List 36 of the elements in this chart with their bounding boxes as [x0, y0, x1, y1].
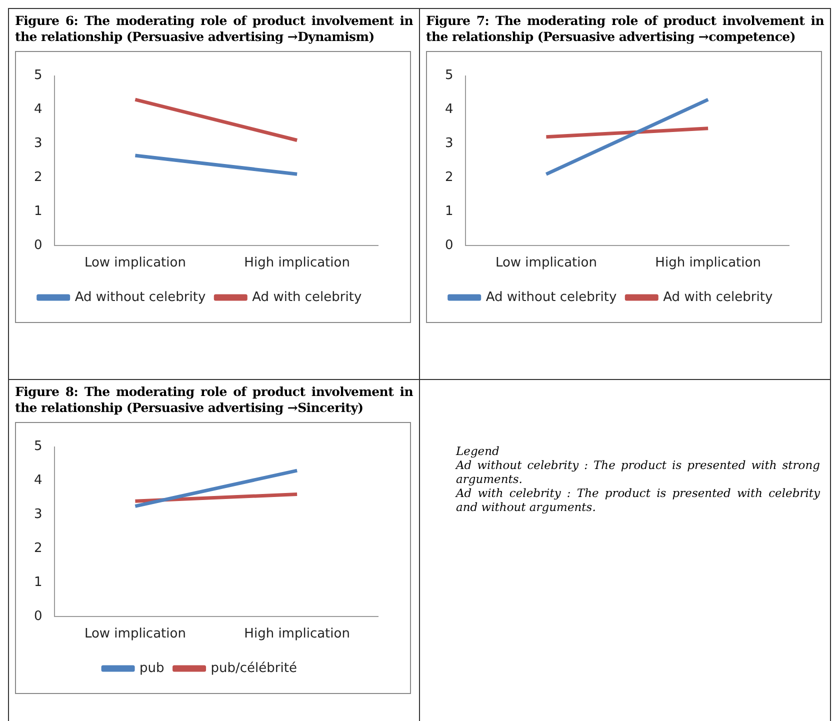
y-tick-label: 5 [444, 68, 454, 84]
text: Legend [456, 444, 500, 458]
y-tick-label: 4 [34, 102, 42, 118]
y-tick-label: 5 [34, 68, 42, 84]
y-tick-label: 4 [34, 473, 42, 488]
y-tick-label: 0 [34, 238, 42, 253]
text: Ad without celebrity : The product is presented with strong arguments. [456, 458, 820, 486]
chart-title: Figure 7: The moderating role of product involvement in the relationship (Persuasive advertising →competence) [426, 13, 824, 45]
y-tick-label: 1 [34, 204, 42, 219]
chart-title: Figure 8: The moderating role of product involvement in the relationship (Persuasive advertising →Sincerity) [15, 384, 413, 416]
y-tick-label: 0 [34, 608, 42, 624]
legend-label: Ad with celebrity [663, 290, 773, 305]
y-tick-label: 2 [444, 170, 454, 185]
x-tick-label: High implication [244, 626, 350, 642]
x-tick-label: Low implication [495, 256, 597, 271]
legend-label: pub/célébrité [210, 660, 297, 676]
text: Ad with celebrity : The product is presented with celebrity and without arguments. [456, 486, 820, 514]
y-tick-label: 3 [444, 136, 454, 152]
x-tick-label: High implication [655, 256, 761, 271]
chart-title: Figure 6: The moderating role of product involvement in the relationship (Persuasive advertising →Dynamism) [15, 13, 413, 45]
x-tick-label: High implication [244, 256, 350, 271]
y-tick-label: 5 [34, 439, 42, 454]
x-tick-label: Low implication [84, 626, 186, 642]
legend-label: pub [140, 660, 164, 676]
x-tick-label: Low implication [84, 256, 186, 271]
y-tick-label: 0 [444, 238, 454, 253]
legend-label: Ad with celebrity [252, 290, 362, 305]
y-tick-label: 3 [34, 507, 42, 522]
y-tick-label: 2 [34, 540, 42, 556]
y-tick-label: 1 [34, 574, 42, 590]
legend-label: Ad without celebrity [486, 290, 617, 305]
y-tick-label: 1 [444, 204, 454, 219]
y-tick-label: 3 [34, 136, 42, 152]
y-tick-label: 4 [444, 102, 454, 118]
y-tick-label: 2 [34, 170, 42, 185]
legend-label: Ad without celebrity [74, 290, 206, 305]
